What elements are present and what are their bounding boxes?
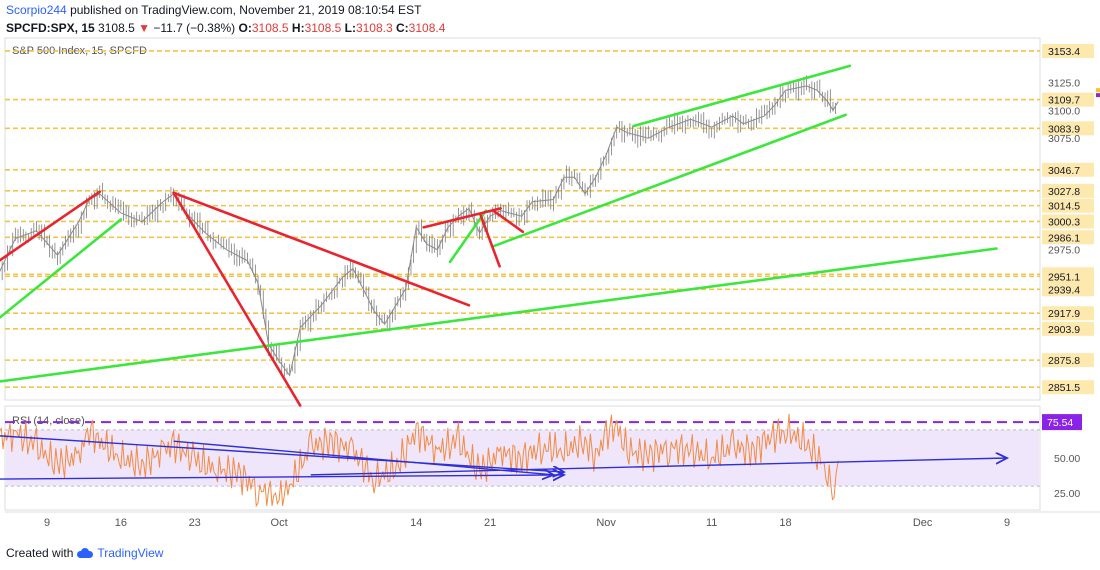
rsi-series-line: [0, 413, 839, 508]
created-with-text: Created with: [6, 546, 74, 560]
tradingview-logo-icon: [77, 548, 94, 558]
price-level-badge: [1042, 380, 1094, 395]
rsi-axis-tick: 50.00: [1054, 453, 1080, 465]
publish-header: Scorpio244 published on TradingView.com,…: [6, 3, 421, 17]
green-trendline: [448, 209, 488, 264]
price-axis-tick: 3075.0: [1048, 133, 1080, 145]
price-series-line: [0, 85, 839, 377]
price-level-label: 2986.1: [1048, 232, 1080, 244]
price-level-badge: [1042, 353, 1094, 368]
open-label: O:: [238, 21, 252, 35]
symbol-label: SPCFD:SPX, 15: [6, 21, 95, 35]
author-link[interactable]: Scorpio244: [6, 3, 67, 17]
price-level-label: 3083.9: [1048, 123, 1080, 135]
time-axis-tick: 21: [484, 517, 496, 529]
rsi-trendline: [310, 458, 1007, 476]
price-level-badge: [1042, 121, 1094, 136]
price-level-badge: [1042, 183, 1094, 198]
price-level-badge: [1042, 282, 1094, 297]
price-level-label: 3014.5: [1048, 201, 1080, 213]
rsi-pane-title: RSI (14, close): [12, 415, 85, 427]
published-text: published on TradingView.com, November 2…: [70, 3, 422, 17]
price-level-badge: [1042, 198, 1094, 213]
price-level-badge: [1042, 321, 1094, 336]
price-level-badge: [1042, 306, 1094, 321]
green-trendline: [491, 113, 847, 248]
green-trendline: [0, 247, 998, 383]
price-level-label: 2903.9: [1048, 324, 1080, 336]
price-level-badge: [1042, 269, 1094, 284]
price-level-badge: [1042, 162, 1094, 177]
change-value: −11.7 (−0.38%): [153, 21, 236, 35]
price-level-label: 3027.8: [1048, 186, 1080, 198]
green-trendline: [632, 64, 852, 128]
time-axis-tick: 16: [115, 517, 127, 529]
time-axis-tick: 23: [189, 517, 201, 529]
price-level-label: 3153.4: [1048, 46, 1080, 58]
price-level-badge: [1042, 214, 1094, 229]
flag-marker: [1096, 88, 1100, 93]
time-axis-tick: 18: [779, 517, 791, 529]
rsi-upper-label: 75.54: [1047, 417, 1073, 429]
close-value: 3108.4: [408, 21, 446, 35]
red-trendline: [422, 207, 502, 229]
price-axis-tick: 3100.0: [1048, 105, 1080, 117]
tradingview-link[interactable]: TradingView: [97, 546, 164, 560]
rsi-trendline: [173, 440, 554, 475]
red-trendline: [172, 191, 471, 307]
red-trendline: [491, 209, 525, 234]
close-label: C:: [396, 21, 409, 35]
price-level-label: 2875.8: [1048, 355, 1080, 367]
price-level-label: 3109.7: [1048, 95, 1080, 107]
open-value: 3108.5: [251, 21, 289, 35]
red-trendline: [479, 213, 501, 268]
red-trendline: [0, 190, 102, 262]
price-level-badge: [1042, 230, 1094, 245]
time-axis-tick: Nov: [596, 517, 616, 529]
price-pane: [4, 37, 1041, 401]
time-axis-tick: Oct: [271, 517, 288, 529]
time-axis-tick: Dec: [913, 517, 933, 529]
price-level-label: 2917.9: [1048, 308, 1080, 320]
price-level-label: 3000.3: [1048, 216, 1080, 228]
price-level-label: 2851.5: [1048, 382, 1080, 394]
price-level-label: 2951.1: [1048, 271, 1080, 283]
time-axis-tick: 9: [1004, 517, 1010, 529]
low-label: L:: [344, 21, 356, 35]
rsi-trendline: [0, 435, 564, 473]
green-trendline: [0, 218, 123, 320]
price-level-badge: [1042, 92, 1094, 107]
high-value: 3108.5: [304, 21, 342, 35]
rsi-upper-badge: [1042, 414, 1082, 431]
last-price: 3108.5: [98, 21, 135, 35]
time-axis-tick: 14: [410, 517, 422, 529]
quote-header: SPCFD:SPX, 15 3108.5 ▼ −11.7 (−0.38%) O:…: [6, 21, 445, 35]
high-label: H:: [291, 21, 305, 35]
rsi-trendline: [0, 475, 564, 479]
low-value: 3108.3: [355, 21, 393, 35]
flag-marker: [1096, 93, 1100, 98]
price-axis-tick: 3125.0: [1048, 78, 1080, 90]
price-level-label: 3046.7: [1048, 165, 1080, 177]
price-level-label: 2939.4: [1048, 284, 1080, 296]
price-level-badge: [1042, 43, 1094, 58]
footer: Created with TradingView: [6, 546, 163, 560]
time-axis-tick: 11: [706, 517, 717, 529]
rsi-axis-tick: 25.00: [1054, 488, 1080, 500]
time-axis-tick: 9: [44, 517, 50, 529]
red-trendline: [172, 191, 302, 407]
price-axis-tick: 2975.0: [1048, 245, 1080, 257]
down-arrow-icon: ▼: [138, 21, 150, 35]
